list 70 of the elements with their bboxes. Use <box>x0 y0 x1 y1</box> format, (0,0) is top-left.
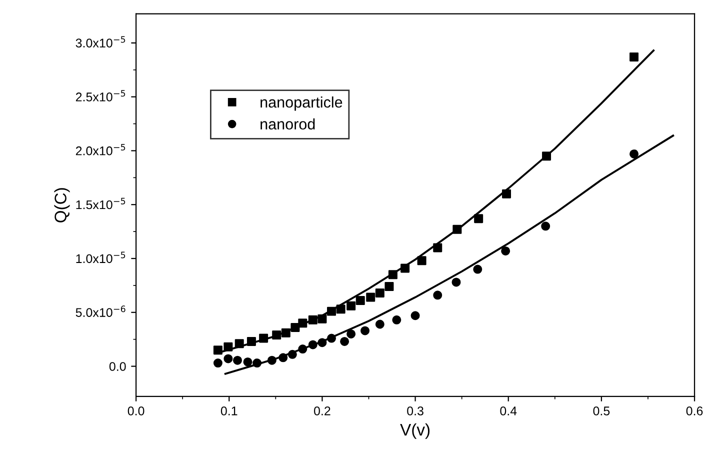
point <box>298 344 308 354</box>
point <box>356 296 365 306</box>
x-tick-label: 0.5 <box>593 406 610 416</box>
point <box>400 264 410 273</box>
point <box>267 356 276 365</box>
point <box>234 339 244 348</box>
point <box>346 329 356 338</box>
point <box>375 288 384 298</box>
legend-label: nanorod <box>260 118 315 130</box>
x-tick-label: 0.1 <box>220 406 238 416</box>
point <box>233 356 242 365</box>
point <box>502 189 511 198</box>
point <box>327 334 336 343</box>
point <box>388 270 398 280</box>
point <box>630 52 639 62</box>
y-tick-label: 1.0x10$^{−5}$ <box>76 252 126 264</box>
point <box>318 314 327 324</box>
x-tick-label: 0.0 <box>128 406 144 416</box>
point <box>360 326 370 336</box>
point <box>246 336 256 346</box>
point <box>410 311 420 320</box>
point <box>501 246 510 256</box>
point <box>474 214 484 224</box>
point <box>336 304 346 314</box>
point <box>308 340 318 350</box>
point <box>630 149 639 158</box>
point <box>375 320 384 329</box>
point <box>433 243 442 252</box>
y-axis-title: Q(C) <box>54 188 70 222</box>
point <box>392 315 402 324</box>
point <box>213 346 222 355</box>
line-series <box>224 134 674 375</box>
point <box>346 301 356 310</box>
point <box>278 353 288 362</box>
point <box>243 357 252 366</box>
legend-label: nanoparticle <box>260 96 342 111</box>
point <box>473 264 482 274</box>
point <box>281 328 290 338</box>
point <box>366 292 376 302</box>
point <box>252 358 262 368</box>
point <box>542 152 552 161</box>
point <box>452 278 461 287</box>
y-tick-label: 2.5x10$^{−5}$ <box>76 90 126 102</box>
x-tick-label: 0.4 <box>500 406 517 416</box>
x-tick-label: 0.3 <box>407 406 424 416</box>
point <box>259 334 268 343</box>
x-tick-label: 0.6 <box>686 406 703 416</box>
point <box>452 224 462 234</box>
point <box>417 256 426 266</box>
x-tick-label: 0.2 <box>314 406 330 416</box>
y-tick-label: 2.0x10$^{−5}$ <box>76 144 126 156</box>
point <box>541 222 550 231</box>
point <box>308 315 318 324</box>
y-tick-label: 3.0x10$^{−5}$ <box>76 36 126 48</box>
y-tick-label: 5.0x10$^{−6}$ <box>76 306 126 317</box>
point <box>298 318 308 328</box>
point <box>290 322 300 332</box>
point <box>272 330 282 340</box>
point <box>433 290 442 300</box>
point <box>318 338 327 348</box>
point <box>224 342 233 352</box>
point <box>384 282 394 292</box>
point <box>327 306 336 316</box>
point <box>288 350 297 359</box>
point <box>340 336 350 346</box>
x-axis-title: V(v) <box>400 423 430 439</box>
y-tick-label: 0.0 <box>109 362 126 371</box>
point <box>213 358 222 368</box>
point <box>224 354 233 364</box>
y-tick-label: 1.5x10$^{−5}$ <box>76 198 126 210</box>
